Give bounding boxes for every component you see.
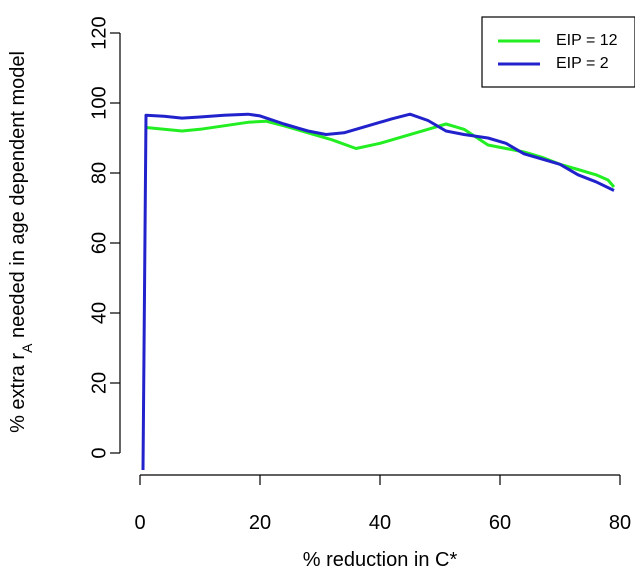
y-tick-label: 120	[88, 16, 110, 49]
series-line-2	[141, 112, 615, 471]
y-tick-label: 20	[88, 372, 110, 394]
legend: EIP = 12 EIP = 2	[481, 16, 635, 88]
y-tick-label: 80	[88, 162, 110, 184]
y-tick-label: 100	[88, 86, 110, 119]
x-tick-label: 60	[489, 512, 511, 534]
y-axis-title-suffix: needed in age dependent model	[7, 51, 29, 343]
series-layer	[141, 112, 616, 471]
y-tick-label: 0	[88, 447, 110, 458]
y-axis-title-prefix: % extra r	[7, 353, 29, 433]
legend-box	[481, 16, 635, 88]
y-tick-label: 40	[88, 302, 110, 324]
legend-label-1: EIP = 12	[556, 32, 618, 49]
x-tick-label: 40	[369, 512, 391, 534]
legend-items: EIP = 12 EIP = 2	[498, 32, 618, 72]
x-tick-label: 80	[609, 512, 631, 534]
x-tick-label: 20	[249, 512, 271, 534]
y-tick-label: 60	[88, 232, 110, 254]
legend-label-2: EIP = 2	[556, 55, 609, 72]
series-line-1	[145, 119, 616, 188]
y-axis-title-subscript: A	[19, 343, 35, 353]
x-tick-label: 0	[134, 512, 145, 534]
x-axis-title: % reduction in C*	[303, 549, 458, 571]
axes-layer: 0 20 40 60 80 0 20 40 60 80 100 120	[88, 16, 631, 534]
y-axis-title: % extra rA needed in age dependent model	[7, 51, 35, 433]
